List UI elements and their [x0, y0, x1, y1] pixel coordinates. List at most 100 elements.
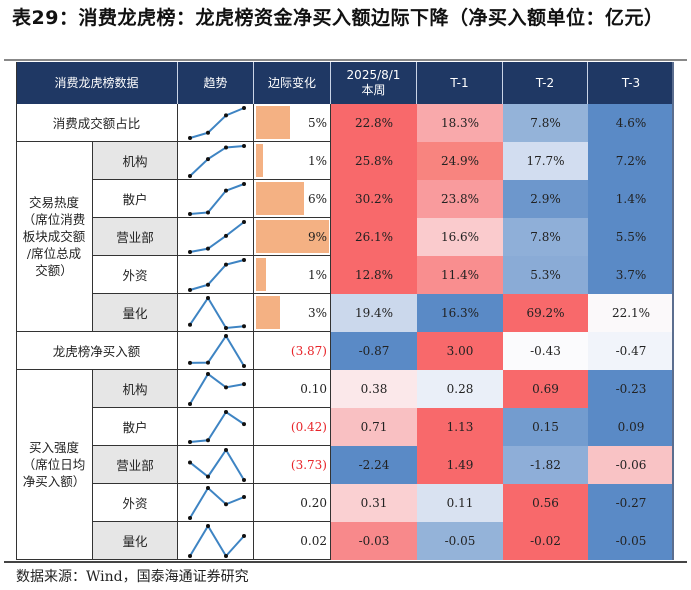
- margin-value: 0.10: [300, 381, 327, 396]
- group-line: 净买入额）: [22, 474, 86, 489]
- value-current-week: -2.24: [331, 446, 417, 484]
- trend-sparkline: [178, 332, 254, 370]
- bottom-rule: [4, 561, 687, 563]
- group-line: 买入强度: [28, 440, 79, 455]
- value-t2: 69.2%: [503, 294, 588, 332]
- value-current-week: -0.03: [331, 522, 417, 560]
- margin-change: (0.42): [254, 408, 331, 446]
- trend-sparkline: [178, 142, 254, 180]
- margin-change: 0.02: [254, 522, 331, 560]
- row-sublabel: 量化: [93, 522, 178, 560]
- value-t2: 0.15: [503, 408, 588, 446]
- trend-sparkline: [178, 180, 254, 218]
- value-t1: 0.28: [417, 370, 503, 408]
- margin-value: 6%: [307, 191, 327, 206]
- row-sublabel: 机构: [93, 370, 178, 408]
- row-sublabel: 营业部: [93, 446, 178, 484]
- value-t1: 0.11: [417, 484, 503, 522]
- value-t2: 7.8%: [503, 218, 588, 256]
- value-t3: 7.2%: [588, 142, 674, 180]
- header-trend: 趋势: [178, 62, 254, 104]
- margin-bar: [256, 296, 280, 329]
- trend-sparkline: [178, 294, 254, 332]
- row-label: 龙虎榜净买入额: [16, 332, 178, 370]
- value-t1: 16.3%: [417, 294, 503, 332]
- margin-value: (3.73): [290, 457, 327, 472]
- margin-value: 9%: [307, 229, 327, 244]
- group-line: 交易热度: [28, 195, 79, 210]
- value-current-week: 0.38: [331, 370, 417, 408]
- trend-sparkline: [178, 218, 254, 256]
- value-t3: 5.5%: [588, 218, 674, 256]
- value-t2: 2.9%: [503, 180, 588, 218]
- header-current-week: 2025/8/1 本周: [331, 62, 417, 104]
- value-t2: 0.69: [503, 370, 588, 408]
- header-current-date: 2025/8/1: [346, 68, 401, 82]
- table-left-border: [16, 62, 17, 560]
- trend-sparkline: [178, 370, 254, 408]
- value-t2: 5.3%: [503, 256, 588, 294]
- value-t3: -0.27: [588, 484, 674, 522]
- value-t1: 23.8%: [417, 180, 503, 218]
- margin-change: 3%: [254, 294, 331, 332]
- value-t3: 0.09: [588, 408, 674, 446]
- margin-change: 9%: [254, 218, 331, 256]
- value-t1: 1.49: [417, 446, 503, 484]
- page-title: 表29：消费龙虎榜：龙虎榜资金净买入额边际下降（净买入额单位：亿元）: [12, 7, 664, 29]
- header-data: 消费龙虎榜数据: [16, 62, 178, 104]
- group-line: 板块成交额: [22, 229, 86, 244]
- trend-sparkline: [178, 256, 254, 294]
- value-t1: -0.05: [417, 522, 503, 560]
- row-sublabel: 外资: [93, 256, 178, 294]
- value-t2: -1.82: [503, 446, 588, 484]
- header-t3: T-3: [588, 62, 674, 104]
- value-t1: 24.9%: [417, 142, 503, 180]
- trend-sparkline: [178, 104, 254, 142]
- group-buy-intensity: 买入强度 （席位日均 净买入额）: [16, 370, 93, 560]
- value-t2: 17.7%: [503, 142, 588, 180]
- value-t1: 18.3%: [417, 104, 503, 142]
- value-t3: 3.7%: [588, 256, 674, 294]
- margin-change: 5%: [254, 104, 331, 142]
- group-line: 交额）: [35, 263, 73, 278]
- row-sublabel: 机构: [93, 142, 178, 180]
- value-t1: 3.00: [417, 332, 503, 370]
- value-current-week: 12.8%: [331, 256, 417, 294]
- value-t3: 4.6%: [588, 104, 674, 142]
- value-current-week: 26.1%: [331, 218, 417, 256]
- margin-value: 0.02: [300, 533, 327, 548]
- margin-change: 1%: [254, 142, 331, 180]
- value-current-week: 0.31: [331, 484, 417, 522]
- data-source: 数据来源：Wind，国泰海通证券研究: [16, 569, 249, 585]
- trend-sparkline: [178, 522, 254, 560]
- value-t1: 1.13: [417, 408, 503, 446]
- margin-change: 1%: [254, 256, 331, 294]
- value-t3: -0.06: [588, 446, 674, 484]
- margin-change: (3.73): [254, 446, 331, 484]
- margin-change: 0.10: [254, 370, 331, 408]
- margin-change: (3.87): [254, 332, 331, 370]
- margin-bar: [256, 106, 290, 139]
- value-current-week: 0.71: [331, 408, 417, 446]
- value-t1: 11.4%: [417, 256, 503, 294]
- value-t2: 0.56: [503, 484, 588, 522]
- value-current-week: 30.2%: [331, 180, 417, 218]
- consumer-dragon-tiger-table: 消费龙虎榜数据 趋势 边际变化 2025/8/1 本周 T-1 T-2 T-3 …: [16, 62, 674, 560]
- group-line: /席位总成: [26, 246, 82, 261]
- margin-value: (3.87): [290, 343, 327, 358]
- value-current-week: -0.87: [331, 332, 417, 370]
- row-sublabel: 外资: [93, 484, 178, 522]
- margin-bar: [256, 144, 263, 177]
- table-right-border: [672, 62, 674, 560]
- margin-change: 0.20: [254, 484, 331, 522]
- row-sublabel: 散户: [93, 180, 178, 218]
- header-margin: 边际变化: [254, 62, 331, 104]
- row-sublabel: 量化: [93, 294, 178, 332]
- margin-value: 3%: [307, 305, 327, 320]
- margin-value: 0.20: [300, 495, 327, 510]
- header-t1: T-1: [417, 62, 503, 104]
- row-sublabel: 散户: [93, 408, 178, 446]
- value-t3: -0.23: [588, 370, 674, 408]
- value-t3: 1.4%: [588, 180, 674, 218]
- value-t2: -0.02: [503, 522, 588, 560]
